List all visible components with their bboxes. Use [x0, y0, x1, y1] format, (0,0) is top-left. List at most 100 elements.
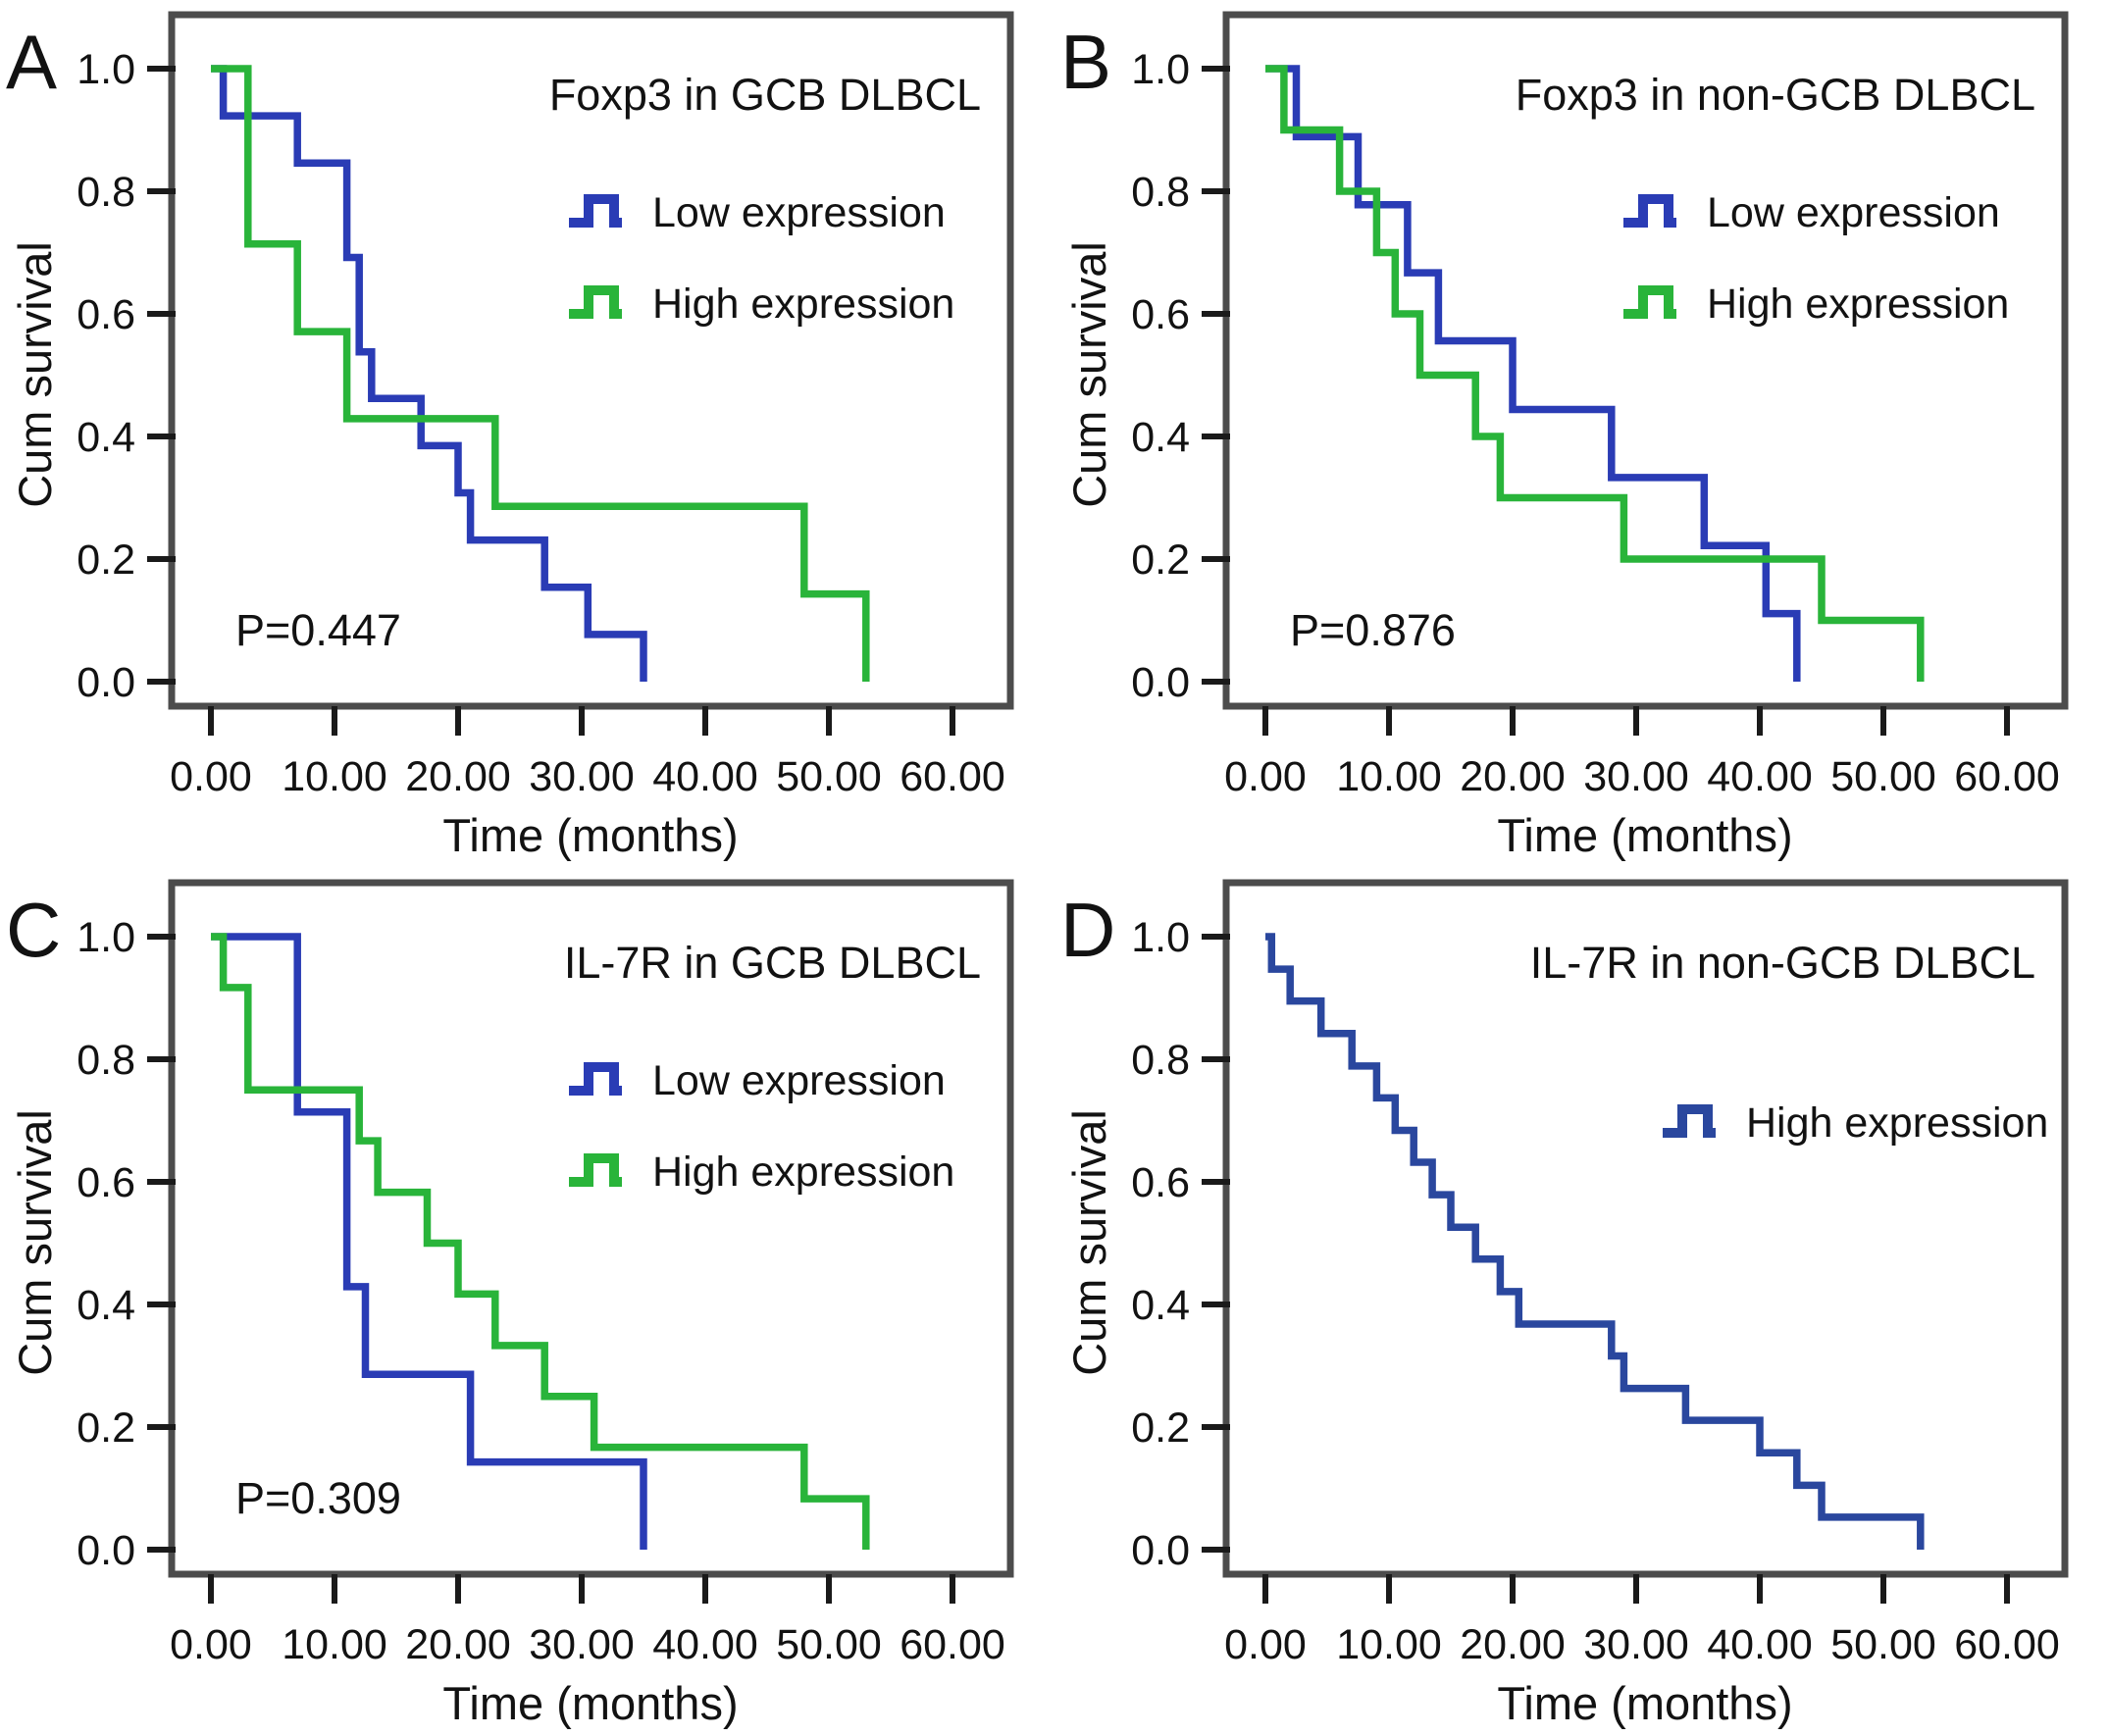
x-tick-label: 60.00	[1954, 1621, 2060, 1668]
km-curve-low-expression	[211, 933, 647, 1550]
y-tick-label: 1.0	[1131, 46, 1190, 93]
y-axis-title: Cum survival	[9, 241, 61, 508]
legend-label: High expression	[1746, 1099, 2048, 1147]
km-curve-high-expression	[211, 65, 870, 682]
y-tick-label: 0.2	[77, 536, 135, 584]
x-tick-label: 10.00	[282, 1621, 387, 1668]
legend-label: Low expression	[652, 189, 946, 236]
x-tick-label: 50.00	[776, 1621, 882, 1668]
y-tick-label: 0.8	[1131, 1037, 1190, 1084]
legend-step-icon-high-expression	[569, 1153, 622, 1187]
y-tick-label: 0.0	[77, 659, 135, 706]
y-tick-label: 0.8	[1131, 169, 1190, 216]
panel-letter: C	[6, 887, 61, 973]
km-curve-low-expression	[211, 65, 647, 682]
y-tick-label: 0.2	[77, 1404, 135, 1452]
y-tick-label: 1.0	[77, 46, 135, 93]
x-tick-label: 50.00	[776, 753, 882, 800]
x-tick-label: 30.00	[1583, 1621, 1689, 1668]
x-tick-label: 30.00	[529, 1621, 635, 1668]
y-tick-label: 0.6	[1131, 291, 1190, 338]
km-plot-svg: 1.0 0.8 0.6 0.4 0.2 0.0 0.00 10.00 20.00 30.00 40.…	[6, 11, 1014, 861]
y-tick-label: 0.6	[1131, 1159, 1190, 1206]
y-axis-title: Cum survival	[1063, 241, 1115, 508]
y-tick-label: 1.0	[1131, 914, 1190, 961]
x-tick-label: 40.00	[1707, 753, 1813, 800]
y-axis-title: Cum survival	[1063, 1109, 1115, 1376]
panel-title: Foxp3 in GCB DLBCL	[549, 70, 981, 120]
y-tick-label: 0.6	[77, 291, 135, 338]
x-tick-label: 40.00	[652, 753, 758, 800]
km-plot-svg: 1.0 0.8 0.6 0.4 0.2 0.0 0.00 10.00 20.00 30.00 40.…	[1060, 11, 2069, 861]
x-axis-title: Time (months)	[442, 1677, 738, 1729]
x-tick-label: 50.00	[1830, 753, 1936, 800]
x-axis-title: Time (months)	[1497, 1677, 1792, 1729]
km-curve-high-expression	[1265, 65, 1925, 682]
legend-step-icon-low-expression	[569, 194, 622, 228]
plot-frame	[168, 11, 1014, 710]
x-tick-label: 40.00	[1707, 1621, 1813, 1668]
y-tick-label: 1.0	[77, 914, 135, 961]
legend-step-icon-high-expression	[1663, 1104, 1716, 1138]
panel-a-foxp3-gcb: 1.0 0.8 0.6 0.4 0.2 0.0 0.00 10.00 20.00 30.00 40.…	[0, 0, 1054, 868]
y-tick-label: 0.2	[1131, 536, 1190, 584]
panel-letter: A	[6, 19, 57, 105]
panel-title: Foxp3 in non-GCB DLBCL	[1516, 70, 2035, 120]
x-tick-label: 50.00	[1830, 1621, 1936, 1668]
x-tick-label: 20.00	[1460, 1621, 1566, 1668]
y-tick-label: 0.8	[77, 169, 135, 216]
x-axis-title: Time (months)	[1497, 809, 1792, 861]
panel-c-il7r-gcb: 1.0 0.8 0.6 0.4 0.2 0.0 0.00 10.00 20.00 30.00 40.…	[0, 868, 1054, 1736]
legend-step-icon-low-expression	[569, 1062, 622, 1096]
x-tick-label: 30.00	[529, 753, 635, 800]
x-tick-label: 60.00	[1954, 753, 2060, 800]
x-tick-label: 20.00	[1460, 753, 1566, 800]
y-tick-label: 0.2	[1131, 1404, 1190, 1452]
y-tick-label: 0.4	[77, 1282, 135, 1329]
x-tick-label: 60.00	[900, 753, 1005, 800]
x-tick-label: 10.00	[1336, 753, 1442, 800]
legend-step-icon-high-expression	[1623, 285, 1676, 319]
panel-b-foxp3-non-gcb: 1.0 0.8 0.6 0.4 0.2 0.0 0.00 10.00 20.00 30.00 40.…	[1054, 0, 2109, 868]
y-tick-label: 0.8	[77, 1037, 135, 1084]
p-value-label: P=0.876	[1290, 605, 1456, 655]
km-curve-high-expression	[1265, 933, 1925, 1550]
panel-title: IL-7R in GCB DLBCL	[564, 938, 981, 988]
legend-step-icon-high-expression	[569, 285, 622, 319]
plot-frame	[168, 879, 1014, 1578]
x-tick-label: 20.00	[405, 1621, 511, 1668]
x-tick-label: 30.00	[1583, 753, 1689, 800]
x-tick-label: 0.00	[170, 1621, 252, 1668]
km-plot-svg: 1.0 0.8 0.6 0.4 0.2 0.0 0.00 10.00 20.00 30.00 40.…	[6, 879, 1014, 1729]
x-tick-label: 20.00	[405, 753, 511, 800]
y-tick-label: 0.0	[77, 1527, 135, 1574]
panel-letter: D	[1060, 887, 1115, 973]
x-tick-label: 0.00	[1224, 1621, 1307, 1668]
panel-title: IL-7R in non-GCB DLBCL	[1530, 938, 2035, 988]
plot-frame	[1222, 11, 2069, 710]
y-axis-title: Cum survival	[9, 1109, 61, 1376]
y-tick-label: 0.6	[77, 1159, 135, 1206]
legend-label: Low expression	[1707, 189, 2000, 236]
x-tick-label: 60.00	[900, 1621, 1005, 1668]
y-tick-label: 0.0	[1131, 1527, 1190, 1574]
x-tick-label: 0.00	[1224, 753, 1307, 800]
p-value-label: P=0.447	[235, 605, 401, 655]
legend-step-icon-low-expression	[1623, 194, 1676, 228]
legend-label: Low expression	[652, 1057, 946, 1104]
panel-d-il7r-non-gcb: 1.0 0.8 0.6 0.4 0.2 0.0 0.00 10.00 20.00 30.00 40.…	[1054, 868, 2109, 1736]
x-tick-label: 40.00	[652, 1621, 758, 1668]
panel-letter: B	[1060, 19, 1111, 105]
y-tick-label: 0.4	[77, 414, 135, 461]
plot-frame	[1222, 879, 2069, 1578]
x-axis-title: Time (months)	[442, 809, 738, 861]
legend-label: High expression	[652, 1149, 954, 1196]
legend-label: High expression	[652, 281, 954, 328]
y-tick-label: 0.0	[1131, 659, 1190, 706]
y-tick-label: 0.4	[1131, 414, 1190, 461]
km-plot-svg: 1.0 0.8 0.6 0.4 0.2 0.0 0.00 10.00 20.00 30.00 40.…	[1060, 879, 2069, 1729]
x-tick-label: 0.00	[170, 753, 252, 800]
p-value-label: P=0.309	[235, 1473, 401, 1523]
x-tick-label: 10.00	[1336, 1621, 1442, 1668]
